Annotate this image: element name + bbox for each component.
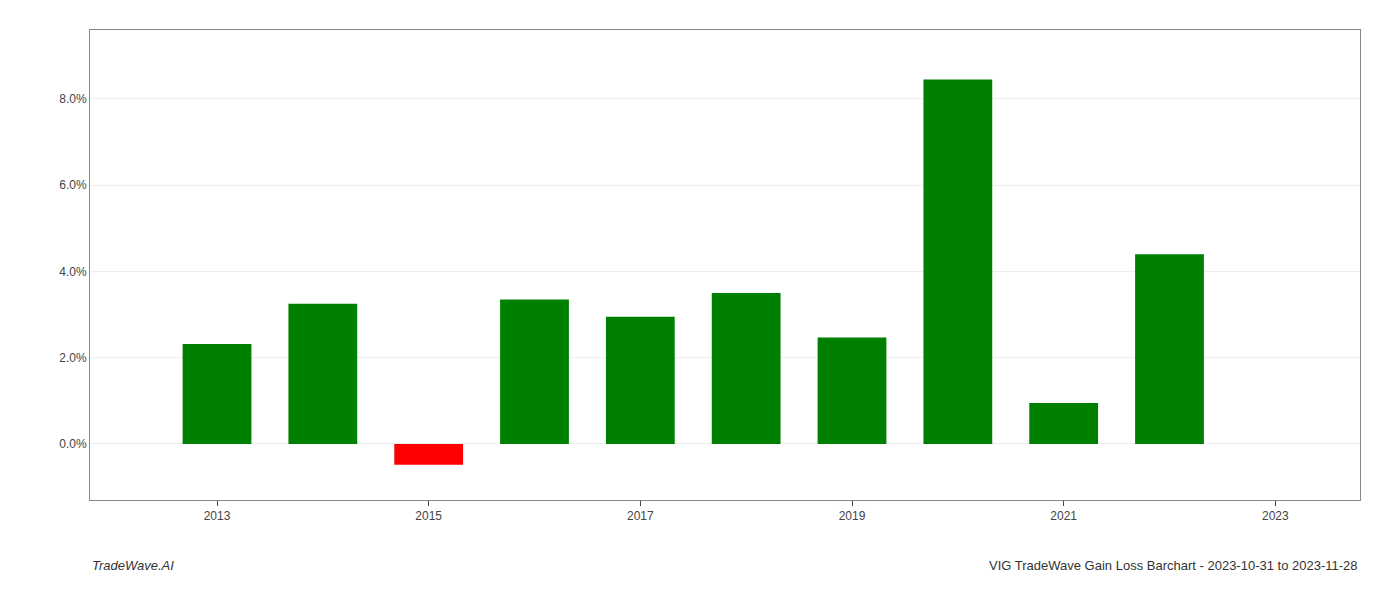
svg-text:2013: 2013 <box>204 509 231 523</box>
svg-text:2.0%: 2.0% <box>59 351 87 365</box>
svg-text:2019: 2019 <box>839 509 866 523</box>
svg-text:8.0%: 8.0% <box>59 92 87 106</box>
svg-text:TradeWave.AI: TradeWave.AI <box>92 558 174 573</box>
svg-text:2021: 2021 <box>1050 509 1077 523</box>
svg-text:2017: 2017 <box>627 509 654 523</box>
svg-text:2015: 2015 <box>415 509 442 523</box>
svg-text:0.0%: 0.0% <box>59 437 87 451</box>
svg-text:VIG TradeWave Gain Loss Barcha: VIG TradeWave Gain Loss Barchart - 2023-… <box>989 558 1358 573</box>
svg-text:4.0%: 4.0% <box>59 265 87 279</box>
svg-text:6.0%: 6.0% <box>59 178 87 192</box>
svg-text:2023: 2023 <box>1262 509 1289 523</box>
